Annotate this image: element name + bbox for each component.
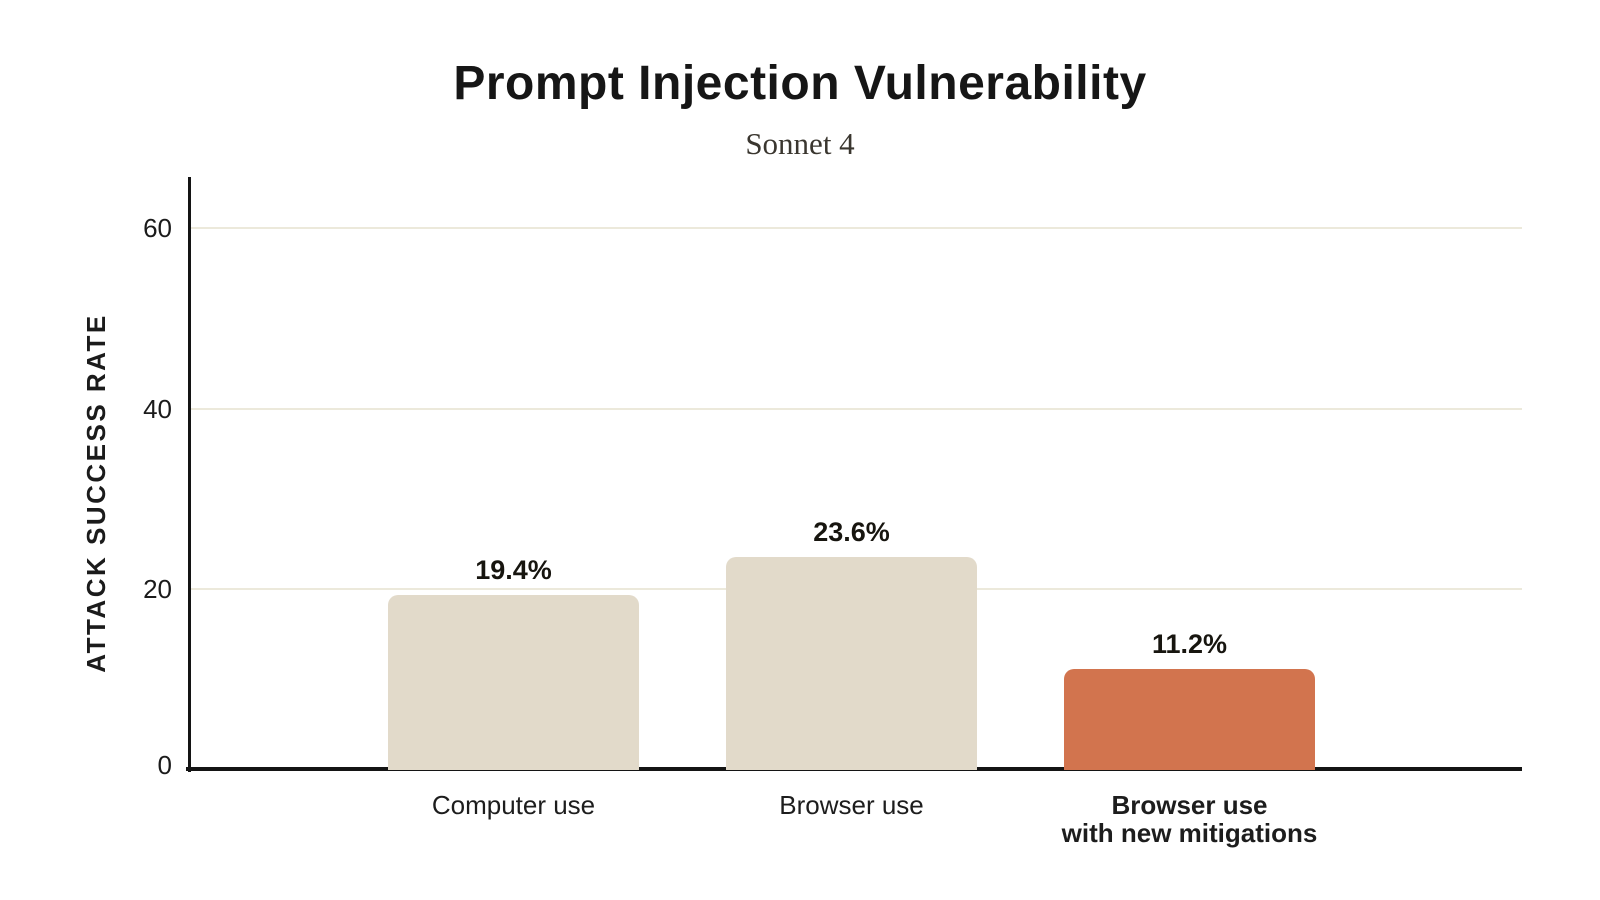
gridline-60 (190, 226, 1522, 229)
bar-computer-use (388, 594, 639, 770)
y-axis-line (188, 177, 191, 772)
category-label-line: Browser use (1111, 790, 1268, 820)
y-tick-40: 40 (143, 393, 172, 424)
bar-browser-use-mitigations (1064, 668, 1315, 770)
category-label-browser-use-mitigations: Browser use with new mitigations (1020, 791, 1360, 847)
y-tick-0: 0 (157, 750, 172, 780)
category-label-line: with new mitigations (1061, 818, 1318, 848)
category-label-line: Computer use (431, 790, 596, 820)
chart-subtitle: Sonnet 4 (745, 126, 855, 161)
y-tick-20: 20 (143, 574, 172, 605)
y-axis-title: ATTACK SUCCESS RATE (81, 313, 111, 673)
category-label-computer-use: Computer use (344, 791, 684, 819)
y-tick-60: 60 (143, 212, 172, 243)
bar-value-label-browser-use-mitigations: 11.2% (1151, 628, 1228, 659)
bar-value-label-computer-use: 19.4% (475, 554, 552, 585)
category-label-line: Browser use (779, 790, 924, 820)
gridline-40 (190, 407, 1522, 410)
bar-browser-use (726, 556, 977, 770)
category-label-browser-use: Browser use (682, 791, 1022, 819)
chart-title: Prompt Injection Vulnerability (453, 57, 1147, 110)
bar-value-label-browser-use: 23.6% (813, 516, 890, 547)
